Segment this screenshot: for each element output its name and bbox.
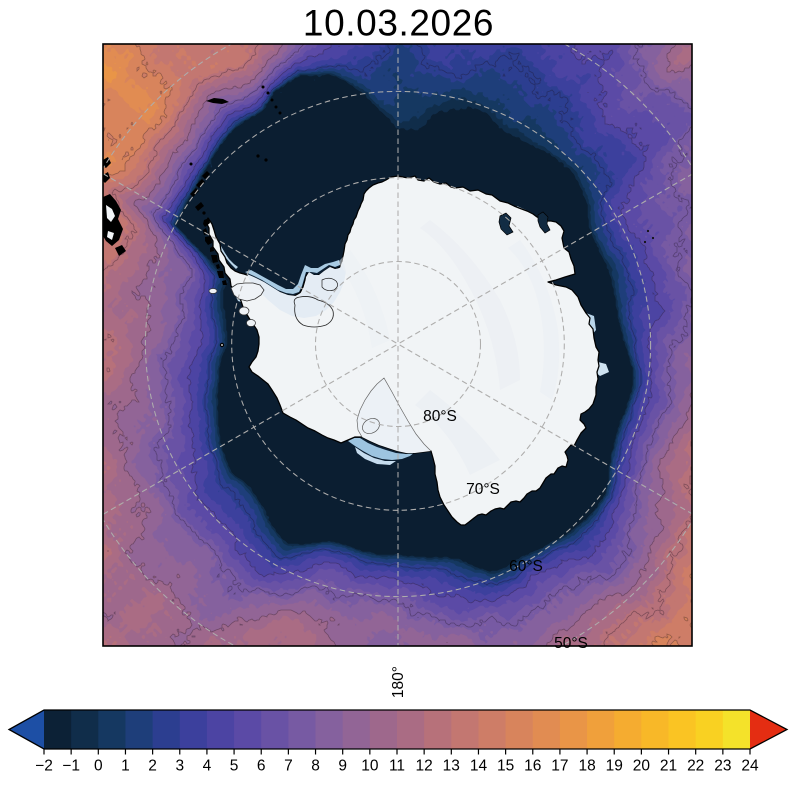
svg-text:14: 14 — [470, 758, 488, 775]
svg-text:23: 23 — [714, 758, 731, 775]
svg-text:60°S: 60°S — [509, 558, 543, 575]
svg-text:16: 16 — [524, 758, 541, 775]
svg-text:13: 13 — [443, 758, 460, 775]
svg-text:15: 15 — [497, 758, 514, 775]
svg-text:5: 5 — [230, 758, 239, 775]
svg-text:10: 10 — [361, 758, 379, 775]
svg-text:7: 7 — [284, 758, 293, 775]
svg-text:180°: 180° — [390, 666, 407, 698]
svg-text:9: 9 — [338, 758, 347, 775]
svg-text:2: 2 — [148, 758, 157, 775]
svg-text:24: 24 — [741, 758, 759, 775]
svg-text:3: 3 — [175, 758, 184, 775]
svg-text:18: 18 — [578, 758, 595, 775]
svg-text:−1: −1 — [62, 758, 80, 775]
svg-text:19: 19 — [606, 758, 623, 775]
svg-text:1: 1 — [121, 758, 130, 775]
svg-text:10.03.2026: 10.03.2026 — [303, 3, 494, 44]
svg-text:0: 0 — [94, 758, 103, 775]
svg-text:6: 6 — [257, 758, 266, 775]
svg-text:70°S: 70°S — [466, 481, 500, 498]
svg-text:4: 4 — [203, 758, 212, 775]
svg-text:20: 20 — [633, 758, 651, 775]
svg-text:80°S: 80°S — [423, 408, 457, 425]
svg-text:12: 12 — [416, 758, 433, 775]
svg-text:8: 8 — [311, 758, 320, 775]
svg-text:21: 21 — [660, 758, 677, 775]
svg-text:−2: −2 — [35, 758, 53, 775]
svg-text:22: 22 — [687, 758, 704, 775]
svg-text:11: 11 — [389, 758, 405, 775]
svg-text:50°S: 50°S — [554, 635, 588, 652]
svg-text:17: 17 — [551, 758, 568, 775]
